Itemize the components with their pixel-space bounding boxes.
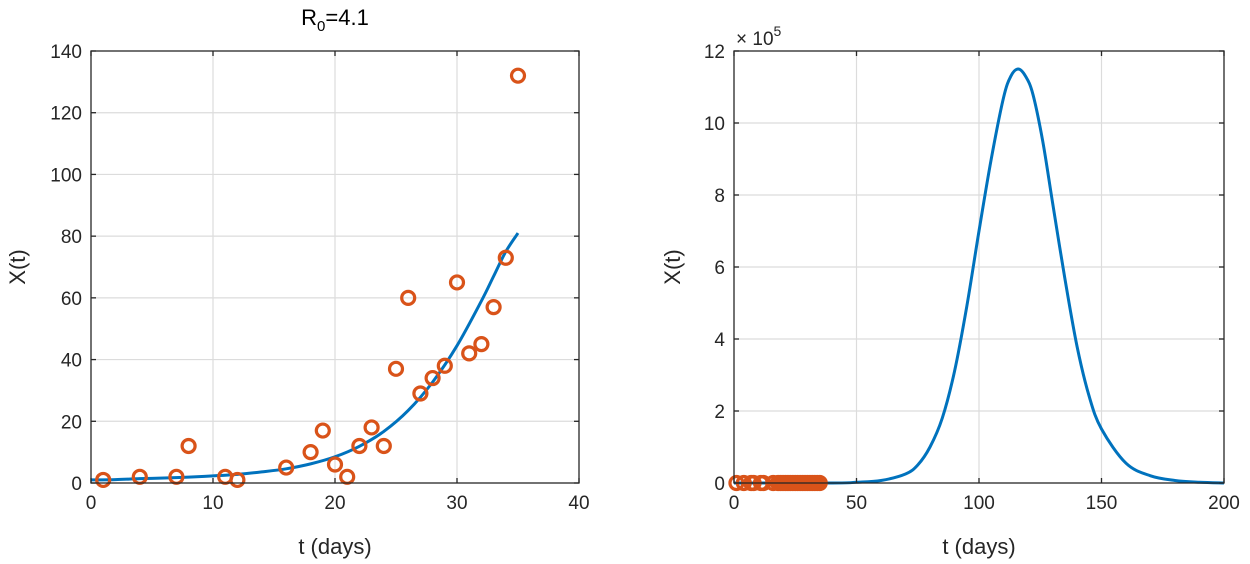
x-axis-label: t (days) (942, 534, 1015, 559)
chart-title: R0=4.1 (301, 5, 369, 35)
y-tick-label: 60 (61, 289, 82, 310)
y-tick-label: 40 (61, 351, 82, 372)
y-tick-label: 0 (714, 474, 725, 495)
y-multiplier: × 105 (736, 23, 782, 50)
data-point (314, 422, 331, 439)
y-tick-label: 20 (61, 412, 82, 433)
data-point (400, 289, 417, 306)
data-point (375, 437, 392, 455)
data-point (326, 456, 344, 473)
y-tick-label: 10 (704, 114, 725, 135)
x-tick-label: 50 (846, 493, 867, 514)
left-chart: R0=4.1 t (days) X(t) 0 10 20 30 40 0 20 40 60 80 1… (5, 5, 590, 559)
x-tick-label: 10 (202, 493, 223, 514)
y-tick-label: 0 (71, 474, 82, 495)
x-tick-label: 100 (963, 493, 995, 514)
y-tick-label: 4 (714, 330, 725, 351)
data-point (497, 249, 514, 266)
y-tick-label: 8 (714, 186, 725, 207)
data-point (278, 459, 295, 476)
x-tick-label: 40 (568, 493, 589, 514)
y-tick-label: 120 (50, 104, 82, 125)
x-tick-label: 0 (729, 493, 740, 514)
data-point (461, 345, 478, 362)
right-chart: × 105 t (days) X(t) 0 50 100 150 200 0 2 4 6 8 10 1… (660, 23, 1240, 559)
y-tick-label: 100 (50, 165, 82, 186)
data-point (509, 67, 527, 84)
data-point (436, 357, 453, 374)
y-tick-label: 140 (50, 42, 82, 63)
data-point (424, 369, 441, 387)
data-point (302, 444, 319, 461)
y-tick-label: 12 (704, 42, 725, 63)
x-axis-label: t (days) (298, 534, 371, 559)
data-point (485, 299, 502, 316)
data-point (448, 274, 466, 291)
data-point (387, 360, 405, 377)
y-tick-label: 6 (714, 258, 725, 279)
data-point (229, 471, 246, 489)
x-tick-label: 150 (1086, 493, 1118, 514)
y-axis-label: X(t) (5, 249, 30, 284)
x-tick-label: 20 (324, 493, 345, 514)
y-tick-label: 2 (714, 402, 725, 423)
data-point (351, 437, 368, 455)
data-point (473, 336, 490, 353)
x-tick-label: 200 (1208, 493, 1240, 514)
series-line (90, 232, 520, 482)
data-point (95, 471, 112, 489)
y-tick-label: 80 (61, 227, 82, 248)
data-point (363, 419, 380, 436)
data-point (412, 385, 429, 402)
data-point (180, 437, 197, 455)
x-tick-label: 0 (86, 493, 97, 514)
y-axis-label: X(t) (660, 249, 685, 284)
series-line (733, 67, 1225, 485)
x-tick-label: 30 (446, 493, 467, 514)
